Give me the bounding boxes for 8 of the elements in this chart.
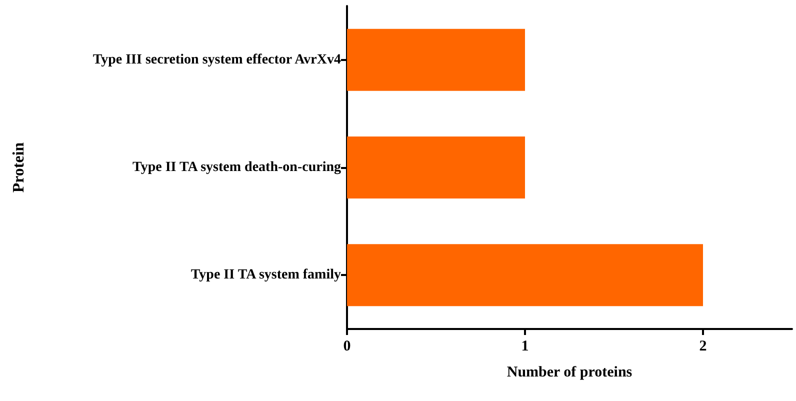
- y-axis-title: Protein: [10, 142, 28, 193]
- x-tick-label: 0: [343, 338, 351, 354]
- x-tick-label: 1: [521, 338, 529, 354]
- y-tick-label: Type II TA system death-on-curing: [132, 160, 341, 175]
- x-tick-label: 2: [699, 338, 707, 354]
- y-tick-label: Type III secretion system effector AvrXv4: [92, 52, 341, 68]
- y-tick-label: Type II TA system family: [190, 268, 341, 283]
- x-axis-title: Number of proteins: [506, 364, 632, 380]
